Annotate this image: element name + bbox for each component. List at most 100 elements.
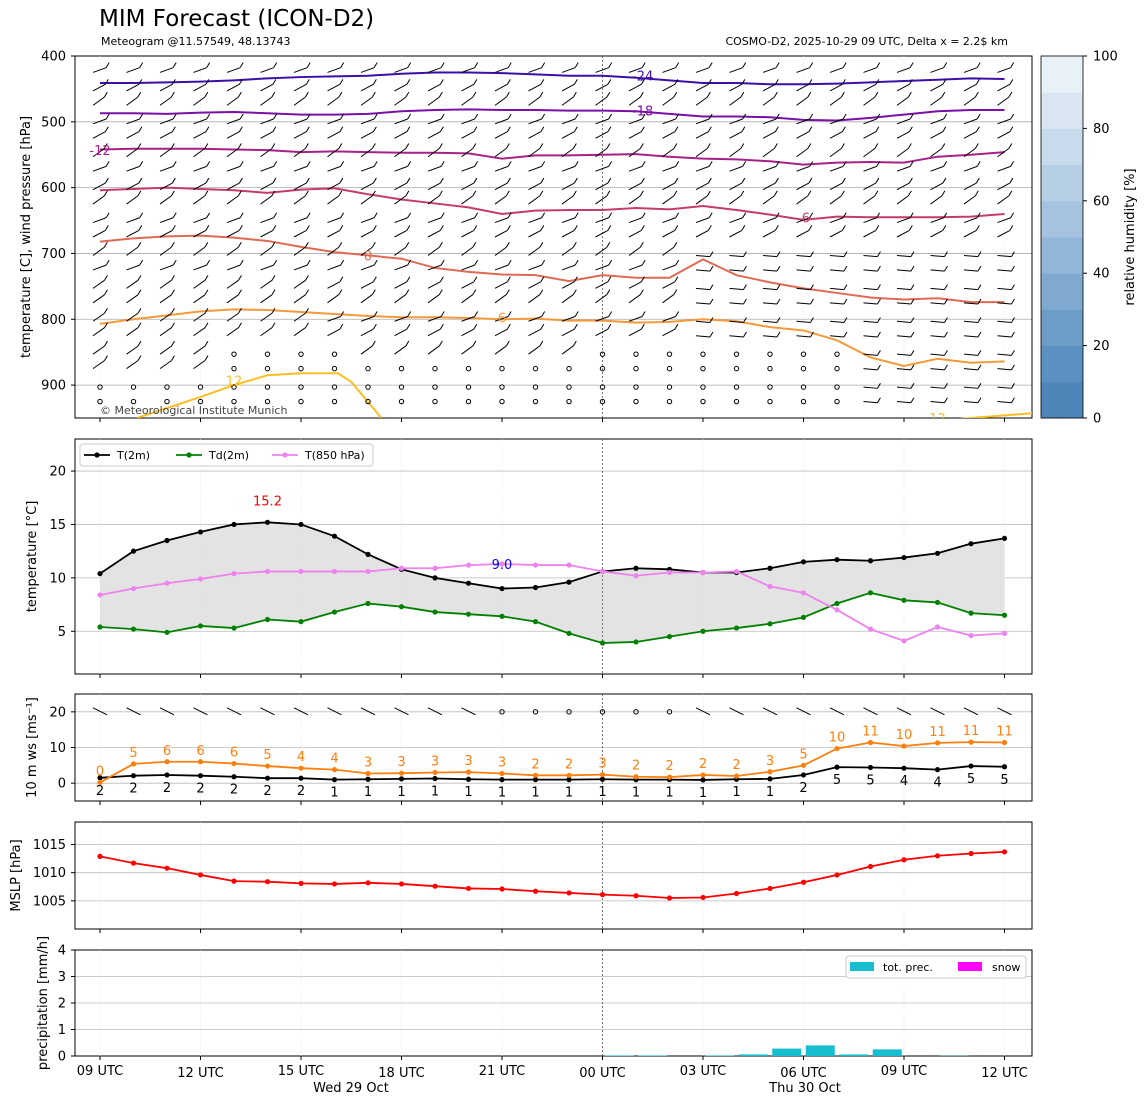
chart-title: MIM Forecast (ICON-D2) [99, 6, 375, 32]
wind-barb-feather [104, 355, 108, 361]
chart-subtitle-model: COSMO-D2, 2025-10-29 09 UTC, Delta x = 2… [725, 35, 1008, 48]
chart-subtitle-location: Meteogram @11.57549, 48.13743 [101, 35, 291, 48]
wind-barb [930, 368, 945, 371]
wind-barb [829, 118, 844, 125]
data-point [97, 592, 103, 598]
wind-barb-feather [1008, 91, 1013, 98]
isotherm-label: 12 [226, 374, 243, 389]
wind-barb [126, 96, 139, 106]
wind-barb [360, 281, 374, 289]
wind-barb [327, 229, 341, 238]
wind-barb [729, 67, 743, 73]
wind-barb-feather [373, 113, 378, 120]
wind-barb-feather [874, 143, 879, 149]
data-point [599, 892, 606, 898]
wind-barb [930, 269, 945, 272]
isotherm-line [959, 412, 1032, 418]
wind-barb [963, 269, 978, 272]
calm-wind-marker [599, 398, 606, 405]
wind-barb-feather [943, 62, 948, 68]
wind-barb [930, 401, 945, 404]
wind-barb [92, 360, 105, 370]
wind-barb [260, 264, 274, 271]
wind-barb [327, 165, 341, 172]
wind-barb-feather [438, 91, 443, 98]
wind-barb-feather [339, 79, 344, 85]
wind-barb [159, 360, 172, 370]
wind-barb [126, 217, 140, 224]
wind-barb-feather [1011, 317, 1015, 323]
wind-barb-feather [406, 126, 411, 132]
wind-barb [628, 96, 641, 106]
wind-barb-feather [137, 355, 142, 361]
wind-barb-feather [137, 190, 142, 197]
wind-barb-feather [170, 143, 175, 149]
data-point [432, 565, 438, 571]
wind-barb [293, 67, 308, 73]
wind-barb-feather [273, 212, 278, 219]
wind-barb-feather [977, 251, 982, 257]
wind-barb-feather [206, 212, 211, 219]
data-point [1001, 764, 1008, 770]
calm-wind-marker [566, 384, 572, 390]
y-tick-label: 15 [49, 518, 66, 533]
wind-barb [628, 316, 643, 322]
wind-barb [461, 118, 475, 125]
wind-barb-feather [707, 126, 712, 132]
wind-barb-feather [877, 284, 881, 290]
isotherm-line [99, 234, 1005, 304]
calm-wind-marker [767, 398, 773, 405]
wind-barb-feather [807, 91, 812, 98]
data-point [901, 597, 907, 603]
legend-marker [186, 452, 192, 458]
data-point [197, 759, 204, 765]
calm-wind-marker [800, 351, 807, 357]
calm-wind-marker [97, 398, 103, 405]
wind-barb-feather [407, 161, 412, 167]
wind-barb [226, 96, 239, 106]
data-point [566, 630, 572, 637]
wind-barb [997, 401, 1012, 404]
wind-barb-feather [339, 323, 344, 330]
wind-barb-feather [807, 143, 812, 149]
wind-barb [595, 217, 609, 224]
precip-bar [839, 1054, 869, 1056]
data-point [298, 765, 304, 771]
data-point [566, 772, 572, 778]
wind-barb [695, 195, 708, 205]
wind-speed-label: 1 [397, 785, 405, 800]
wind-barb-feather [573, 323, 578, 330]
wind-barb [159, 279, 172, 289]
data-point [666, 634, 673, 640]
wind-barb [126, 83, 140, 92]
wind-barb-feather [304, 91, 309, 98]
wind-barb [226, 312, 239, 322]
data-point [499, 886, 505, 892]
calm-wind-marker [566, 365, 572, 372]
wind-barb [930, 148, 943, 158]
wind-barb-feather [674, 177, 679, 184]
wind-barb-feather [105, 212, 110, 219]
wind-barb [528, 281, 542, 289]
data-point [130, 761, 137, 767]
wind-barb-feather [204, 289, 209, 296]
wind-barb-feather [706, 190, 711, 197]
wind-barb-feather [1010, 212, 1015, 219]
calm-wind-marker [700, 351, 706, 357]
wind-speed-label: 1 [531, 786, 539, 801]
wind-barb-feather [103, 143, 108, 149]
wind-barb [159, 67, 174, 73]
wind-barb [796, 165, 810, 172]
wind-barb-feather [271, 241, 276, 248]
wind-barb [997, 195, 1010, 205]
wind-barb [796, 320, 811, 323]
wind-barb [327, 182, 341, 191]
gust-label: 2 [531, 757, 539, 772]
data-point [465, 580, 472, 586]
wind-barb [695, 229, 709, 238]
wind-series-group [92, 707, 1012, 786]
calm-wind-marker [499, 709, 505, 715]
wind-barb [528, 148, 541, 158]
wind-barb [997, 217, 1011, 224]
calm-wind-marker [398, 365, 405, 372]
